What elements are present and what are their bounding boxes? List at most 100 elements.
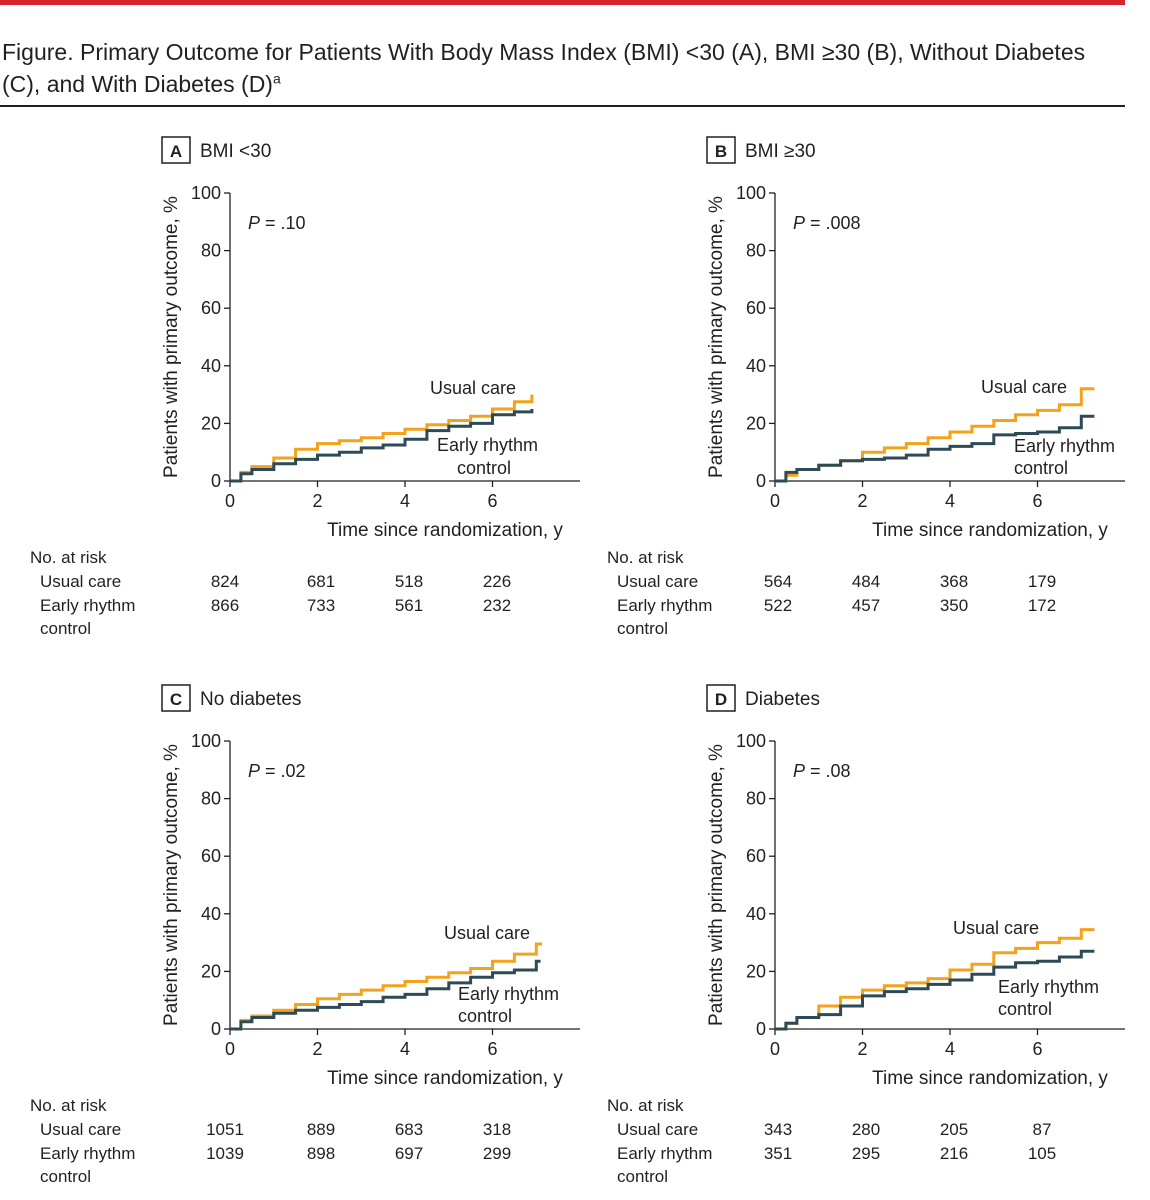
at-risk-row-label: Early rhythm (40, 1144, 135, 1163)
at-risk-row-label: control (40, 1167, 91, 1186)
y-axis-label: Patients with primary outcome, % (161, 744, 182, 1026)
y-tick-label: 80 (201, 241, 221, 261)
x-axis-label: Time since randomization, y (327, 520, 563, 541)
at-risk-value: 343 (764, 1120, 792, 1139)
figure-title-footnote-marker: a (272, 70, 281, 87)
p-value-number: = .008 (805, 213, 861, 233)
x-tick-label: 4 (945, 1039, 955, 1059)
series-label-early-rhythm-control: control (458, 1006, 512, 1026)
at-risk-row-label: Usual care (617, 1120, 698, 1139)
y-axis-label: Patients with primary outcome, % (706, 196, 727, 478)
y-tick-label: 0 (756, 471, 766, 491)
at-risk-value: 866 (211, 596, 239, 615)
title-rule (0, 105, 1125, 107)
series-line-early-rhythm-control (230, 409, 534, 483)
y-tick-label: 80 (746, 789, 766, 809)
at-risk-value: 561 (395, 596, 423, 615)
at-risk-row-label: Usual care (40, 572, 121, 591)
at-risk-value: 824 (211, 572, 239, 591)
at-risk-value: 564 (764, 572, 792, 591)
panel-title: BMI <30 (200, 141, 271, 162)
series-label-early-rhythm-control: Early rhythm (458, 984, 559, 1004)
at-risk-value: 172 (1028, 596, 1056, 615)
p-value-letter: P (248, 761, 260, 781)
x-tick-label: 0 (225, 491, 235, 511)
y-tick-label: 40 (201, 356, 221, 376)
y-tick-label: 20 (746, 961, 766, 981)
series-label-early-rhythm-control: Early rhythm (437, 435, 538, 455)
at-risk-value: 105 (1028, 1144, 1056, 1163)
y-tick-label: 0 (756, 1019, 766, 1039)
at-risk-row-label: control (617, 619, 668, 638)
at-risk-table: No. at risk Usual care 343 280 205 87 Early rh… (607, 1096, 1056, 1186)
y-tick-label: 100 (191, 183, 221, 203)
y-tick-label: 40 (746, 904, 766, 924)
panel-b: B BMI ≥30 0 20 40 60 80 100 0 2 4 6 Time since rando… (607, 136, 1125, 638)
at-risk-value: 484 (852, 572, 880, 591)
series-label-usual-care: Usual care (444, 923, 530, 943)
panel-a: A BMI <30 0 20 40 60 80 100 0 2 4 6 Time since rando… (30, 136, 580, 638)
x-tick-label: 0 (770, 1039, 780, 1059)
at-risk-row-label: Early rhythm (617, 596, 712, 615)
top-accent-rule (0, 0, 1125, 5)
y-tick-label: 40 (201, 904, 221, 924)
y-tick-label: 20 (201, 413, 221, 433)
x-axis-label: Time since randomization, y (872, 1068, 1108, 1089)
at-risk-value: 232 (483, 596, 511, 615)
at-risk-row-label: control (40, 619, 91, 638)
series-label-early-rhythm-control: Early rhythm (1014, 436, 1115, 456)
x-tick-label: 4 (400, 491, 410, 511)
panel-title: BMI ≥30 (745, 141, 816, 162)
y-tick-label: 60 (201, 298, 221, 318)
series-label-early-rhythm-control: control (1014, 458, 1068, 478)
panel-letter: C (170, 690, 182, 709)
panel-letter-box (161, 684, 191, 712)
x-tick-label: 2 (857, 1039, 867, 1059)
at-risk-header: No. at risk (607, 548, 684, 567)
at-risk-value: 216 (940, 1144, 968, 1163)
series-line-early-rhythm-control (775, 414, 1095, 483)
at-risk-header: No. at risk (30, 1096, 107, 1115)
at-risk-value: 280 (852, 1120, 880, 1139)
p-value-letter: P (793, 761, 805, 781)
at-risk-value: 299 (483, 1144, 511, 1163)
series-label-usual-care: Usual care (981, 377, 1067, 397)
y-axis-label: Patients with primary outcome, % (161, 196, 182, 478)
figure-title: Figure. Primary Outcome for Patients Wit… (2, 36, 1122, 100)
at-risk-table: No. at risk Usual care 1051 889 683 318 Early … (30, 1096, 511, 1186)
x-tick-label: 4 (400, 1039, 410, 1059)
at-risk-value: 733 (307, 596, 335, 615)
y-tick-label: 0 (211, 1019, 221, 1039)
at-risk-value: 295 (852, 1144, 880, 1163)
series-label-early-rhythm-control: control (998, 999, 1052, 1019)
at-risk-value: 350 (940, 596, 968, 615)
y-tick-label: 100 (191, 731, 221, 751)
at-risk-value: 889 (307, 1120, 335, 1139)
at-risk-value: 522 (764, 596, 792, 615)
y-tick-label: 20 (201, 961, 221, 981)
y-tick-label: 60 (746, 846, 766, 866)
at-risk-value: 683 (395, 1120, 423, 1139)
at-risk-row-label: control (617, 1167, 668, 1186)
at-risk-table: No. at risk Usual care 564 484 368 179 Early r… (607, 548, 1056, 638)
at-risk-value: 318 (483, 1120, 511, 1139)
x-axis-label: Time since randomization, y (327, 1068, 563, 1089)
at-risk-header: No. at risk (30, 548, 107, 567)
at-risk-value: 457 (852, 596, 880, 615)
panel-letter-box (706, 136, 736, 164)
panel-c: C No diabetes 0 20 40 60 80 100 0 2 4 6 Time since r… (30, 684, 580, 1186)
at-risk-row-label: Early rhythm (617, 1144, 712, 1163)
x-axis-label: Time since randomization, y (872, 520, 1108, 541)
p-value: P = .008 (793, 213, 861, 233)
p-value-letter: P (793, 213, 805, 233)
y-tick-label: 80 (746, 241, 766, 261)
panel-title: Diabetes (745, 689, 820, 710)
series-label-usual-care: Usual care (430, 378, 516, 398)
series-label-early-rhythm-control: control (457, 458, 511, 478)
panel-letter-box (161, 136, 191, 164)
y-tick-label: 0 (211, 471, 221, 491)
x-tick-label: 2 (312, 491, 322, 511)
y-tick-label: 60 (201, 846, 221, 866)
p-value: P = .10 (248, 213, 306, 233)
at-risk-value: 697 (395, 1144, 423, 1163)
